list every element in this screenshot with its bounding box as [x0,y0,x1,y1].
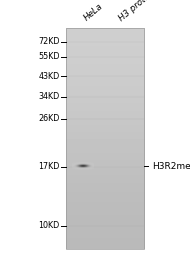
Text: 43KD: 43KD [39,72,60,81]
Text: 72KD: 72KD [38,37,60,46]
Text: 55KD: 55KD [38,52,60,61]
Text: 34KD: 34KD [39,92,60,101]
Text: H3 protein: H3 protein [117,0,158,23]
Text: 10KD: 10KD [39,221,60,230]
Bar [66,28,144,249]
Text: HeLa: HeLa [83,2,105,23]
Text: H3R2me1: H3R2me1 [152,162,190,171]
Text: 26KD: 26KD [38,114,60,123]
Text: 17KD: 17KD [38,162,60,171]
